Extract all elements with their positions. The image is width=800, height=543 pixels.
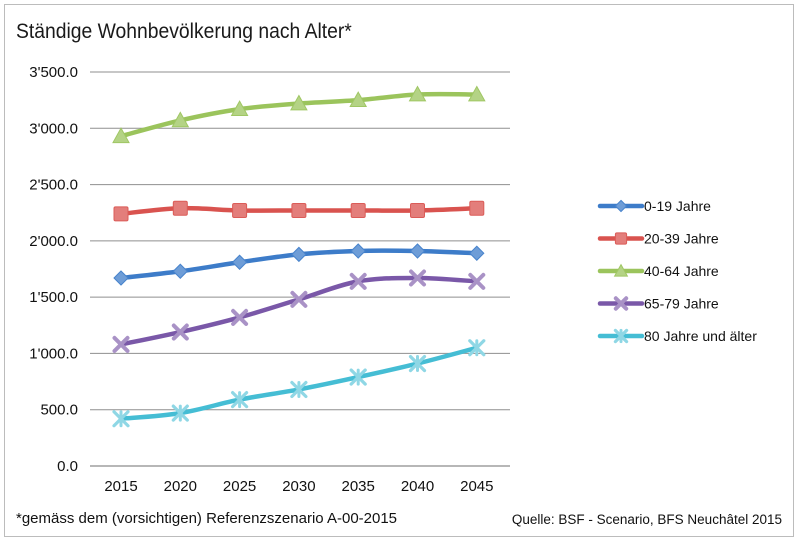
data-point	[350, 243, 366, 259]
x-tick-label: 2040	[401, 478, 434, 495]
y-tick-label: 500.0	[40, 402, 78, 419]
data-point	[232, 202, 248, 218]
data-point	[113, 270, 129, 286]
data-point	[469, 200, 485, 216]
data-point	[467, 85, 486, 102]
y-tick-label: 3'000.0	[29, 120, 78, 137]
chart-title: Ständige Wohnbevölkerung nach Alter*	[16, 20, 352, 43]
data-point	[113, 206, 129, 222]
y-tick-label: 2'500.0	[29, 177, 78, 194]
x-tick-label: 2015	[104, 478, 137, 495]
data-point	[613, 263, 629, 277]
data-point	[171, 111, 190, 128]
data-point	[409, 243, 426, 259]
data-point	[291, 202, 307, 218]
y-tick-label: 1'500.0	[29, 289, 78, 306]
legend-label: 65-79 Jahre	[644, 296, 719, 312]
data-point	[172, 200, 188, 216]
series-line	[118, 275, 480, 347]
data-point	[171, 404, 189, 422]
data-point	[290, 94, 308, 111]
data-point	[408, 354, 427, 373]
data-point	[112, 127, 130, 144]
data-point	[231, 308, 249, 326]
data-point	[112, 410, 130, 428]
source-note: Quelle: BSF - Scenario, BFS Neuchâtel 20…	[511, 512, 782, 527]
data-point	[613, 328, 629, 344]
data-point	[172, 263, 189, 279]
legend-item: 40-64 Jahre	[597, 263, 719, 279]
data-point	[290, 290, 308, 308]
data-point	[231, 390, 249, 409]
data-point	[408, 85, 427, 102]
data-point	[468, 339, 486, 357]
data-point	[410, 202, 425, 218]
data-point	[349, 368, 367, 386]
legend-label: 20-39 Jahre	[644, 231, 719, 247]
data-point	[290, 380, 308, 399]
data-point	[230, 100, 249, 117]
data-point	[409, 269, 426, 287]
x-tick-label: 2030	[282, 478, 315, 495]
x-tick-label: 2035	[342, 478, 375, 495]
data-point	[350, 202, 366, 218]
data-point	[112, 335, 130, 353]
data-point	[469, 245, 485, 261]
data-point	[291, 246, 307, 263]
legend-item: 20-39 Jahre	[597, 231, 719, 247]
footnote: *gemäss dem (vorsichtigen) Referenzszena…	[16, 510, 398, 527]
legend-label: 40-64 Jahre	[644, 263, 719, 279]
data-point	[613, 296, 629, 311]
legend-item: 65-79 Jahre	[597, 296, 719, 312]
legend-item: 0-19 Jahre	[597, 198, 711, 214]
chart-frame	[4, 4, 794, 537]
y-tick-label: 0.0	[57, 458, 78, 475]
x-tick-label: 2025	[223, 478, 256, 495]
legend-label: 80 Jahre und älter	[644, 328, 757, 344]
data-point	[231, 254, 248, 270]
x-tick-label: 2045	[460, 478, 493, 495]
y-tick-label: 3'500.0	[29, 64, 78, 81]
data-point	[614, 199, 628, 213]
legend-label: 0-19 Jahre	[644, 198, 711, 214]
data-point	[171, 323, 189, 341]
legend-item: 80 Jahre und älter	[597, 328, 757, 344]
data-point	[349, 91, 368, 108]
x-tick-label: 2020	[164, 478, 197, 495]
data-point	[349, 272, 367, 290]
y-tick-label: 2'000.0	[29, 233, 78, 250]
y-tick-label: 1'000.0	[29, 345, 78, 362]
data-point	[468, 272, 486, 290]
data-point	[614, 232, 628, 245]
